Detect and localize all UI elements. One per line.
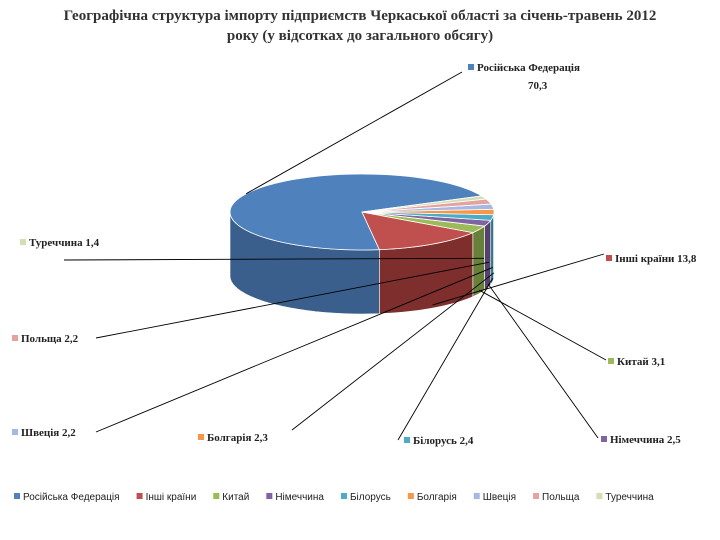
legend-swatch-3 (266, 493, 273, 499)
leader-line-8 (63, 257, 485, 261)
leader-line-0 (245, 71, 463, 195)
legend-swatch-5 (407, 493, 414, 499)
legend-swatch-8 (596, 493, 603, 499)
legend-item-5: Болгарія (417, 492, 457, 503)
pie-slice-Туреччина (361, 195, 488, 213)
data-label-swatch-2 (608, 358, 614, 364)
data-label-swatch-6 (12, 429, 18, 435)
legend-item-4: Білорусь (350, 492, 391, 503)
legend-item-7: Польща (542, 492, 580, 503)
leader-line-6 (95, 266, 493, 433)
data-label-7: Польща 2,2 (21, 333, 79, 345)
data-label-swatch-5 (198, 434, 204, 440)
legend-item-2: Китай (222, 492, 249, 503)
leader-line-7 (95, 261, 489, 339)
pie-slices (229, 173, 495, 251)
legend: Російська Федерація Інші країни Китай Німеч… (14, 492, 654, 503)
data-label-4: Білорусь 2,4 (413, 435, 474, 447)
data-label-swatch-0 (468, 64, 474, 70)
data-label-swatch-8 (20, 239, 26, 245)
legend-swatch-7 (533, 493, 540, 499)
legend-swatch-4 (340, 493, 347, 499)
legend-item-0: Російська Федерація (23, 492, 120, 503)
data-label-value-0: 70,3 (528, 80, 548, 92)
legend-item-1: Інші країни (146, 492, 197, 503)
leader-line-4 (397, 278, 493, 441)
legend-swatch-2 (213, 493, 220, 499)
pie-slice-Китай (361, 211, 486, 234)
data-label-8: Туреччина 1,4 (29, 237, 100, 249)
data-label-0: Російська Федерація (477, 62, 580, 74)
legend-swatch-1 (136, 493, 143, 499)
legend-swatch-6 (473, 493, 480, 499)
leader-line-1 (432, 253, 605, 306)
pie-side-2 (472, 225, 485, 298)
data-label-swatch-4 (404, 437, 410, 443)
legend-item-3: Німеччина (275, 492, 324, 503)
legend-swatch-0 (14, 493, 20, 499)
chart-title-line-1: Географічна структура імпорту підприємст… (63, 8, 657, 24)
data-labels: Російська Федерація 70,3 Інші країни 13,8 К… (12, 62, 697, 447)
data-label-3: Німеччина 2,5 (610, 434, 681, 446)
pie-slice-Інші країни (361, 211, 475, 251)
data-label-swatch-1 (606, 255, 612, 261)
leader-line-3 (487, 283, 599, 439)
data-label-swatch-3 (601, 436, 607, 442)
data-label-1: Інші країни 13,8 (615, 253, 697, 265)
data-label-swatch-7 (12, 335, 18, 341)
legend-item-8: Туреччина (605, 492, 654, 503)
data-label-6: Швеція 2,2 (21, 427, 76, 439)
leader-line-2 (479, 289, 607, 361)
leader-line-5 (291, 272, 495, 431)
legend-item-6: Швеція (483, 492, 516, 503)
data-label-5: Болгарія 2,3 (207, 432, 268, 444)
data-label-2: Китай 3,1 (617, 356, 665, 368)
chart-title: Географічна структура імпорту підприємст… (40, 6, 680, 46)
chart-title-line-2: року (у відсотках до загального обсягу) (226, 28, 494, 44)
